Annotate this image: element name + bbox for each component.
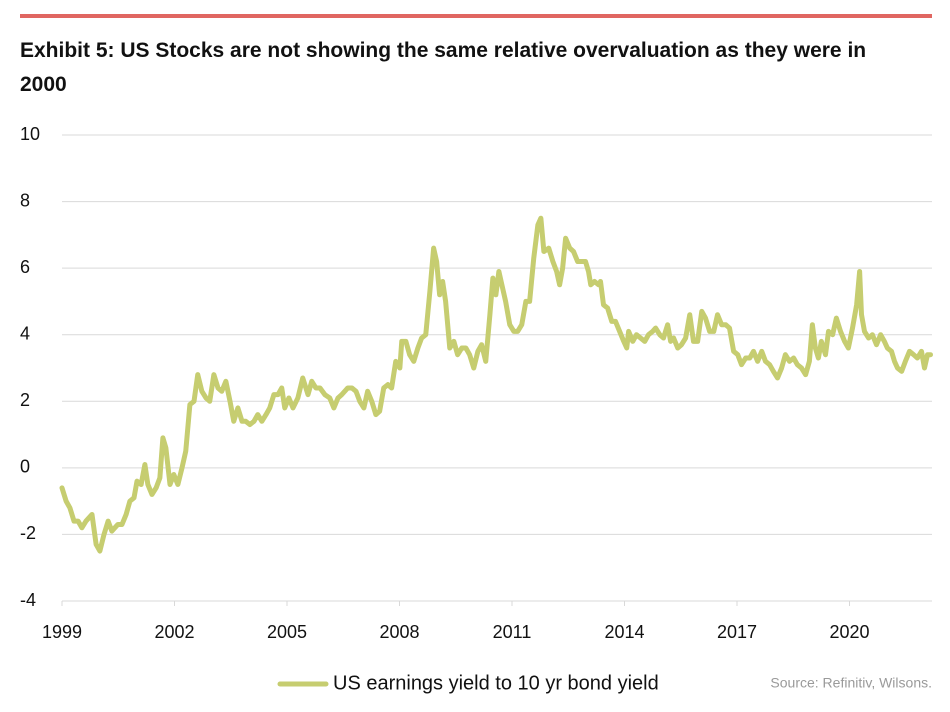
y-tick-label: -2 [20, 523, 36, 543]
y-tick-label: 2 [20, 390, 30, 410]
y-tick-label: 0 [20, 457, 30, 477]
chart-title: Exhibit 5: US Stocks are not showing the… [20, 39, 867, 96]
x-tick-label: 2002 [154, 622, 194, 642]
x-tick-label: 2008 [379, 622, 419, 642]
y-tick-label: 4 [20, 323, 30, 343]
y-tick-label: -4 [20, 590, 36, 610]
legend-label: US earnings yield to 10 yr bond yield [333, 672, 659, 694]
x-tick-label: 2020 [829, 622, 869, 642]
y-tick-label: 8 [20, 190, 30, 210]
y-tick-label: 10 [20, 124, 40, 144]
source-note: Source: Refinitiv, Wilsons. [770, 675, 932, 691]
header-rule [20, 14, 932, 18]
x-tick-label: 2005 [267, 622, 307, 642]
y-tick-label: 6 [20, 257, 30, 277]
x-tick-label: 2011 [493, 622, 532, 642]
x-tick-label: 1999 [42, 622, 82, 642]
x-tick-label: 2017 [717, 622, 757, 642]
x-tick-label: 2014 [604, 622, 644, 642]
data-line [59, 215, 933, 554]
